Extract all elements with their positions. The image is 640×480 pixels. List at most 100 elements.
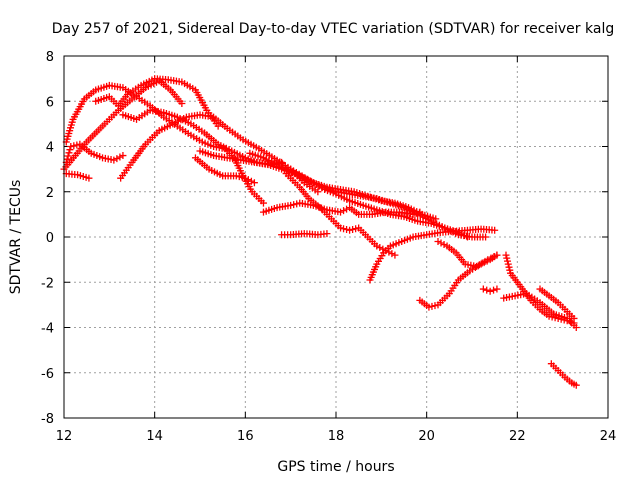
data-point	[379, 245, 387, 253]
data-point	[502, 251, 510, 259]
data-point	[70, 142, 78, 150]
series-arc-u	[536, 285, 578, 322]
data-point	[73, 141, 81, 149]
data-point	[65, 149, 73, 157]
data-point	[376, 244, 384, 252]
data-point	[67, 143, 75, 150]
data-point	[503, 254, 511, 262]
data-point	[570, 314, 578, 322]
data-point	[567, 318, 575, 326]
series-arc-e	[92, 75, 222, 130]
data-point	[247, 177, 255, 185]
data-point	[572, 324, 580, 331]
data-point	[323, 230, 331, 238]
series-arc-l	[282, 170, 399, 259]
series-arc-v	[547, 360, 580, 389]
data-point	[116, 153, 124, 161]
data-point	[431, 302, 439, 310]
x-tick-label: 22	[509, 429, 526, 444]
x-tick-label: 24	[600, 429, 617, 444]
data-point	[279, 164, 287, 172]
data-point	[287, 201, 295, 209]
data-point	[85, 174, 93, 182]
y-tick-label: 0	[46, 231, 54, 246]
data-point	[493, 251, 501, 259]
series-arc-q	[416, 251, 501, 311]
x-tick-label: 14	[146, 429, 163, 444]
data-points	[60, 75, 580, 389]
data-point	[340, 225, 348, 233]
data-point	[110, 156, 118, 164]
y-tick-label: 4	[46, 141, 54, 156]
data-point	[259, 199, 267, 207]
data-point	[273, 161, 281, 169]
data-point	[491, 226, 499, 234]
data-point	[548, 313, 556, 321]
data-point	[119, 152, 127, 160]
y-axis-label: SDTVAR / TECUs	[8, 180, 24, 295]
series-arc-o	[366, 225, 499, 284]
chart-title: Day 257 of 2021, Sidereal Day-to-day VTE…	[52, 21, 614, 37]
x-tick-labels: 12 14 16 18 20 22 24	[56, 429, 617, 444]
data-point	[428, 302, 436, 310]
series-arc-g	[117, 111, 322, 196]
data-point	[178, 100, 186, 108]
data-point	[337, 224, 345, 232]
data-point	[232, 172, 240, 180]
x-tick-label: 12	[56, 429, 73, 444]
series-arc-c	[62, 140, 127, 166]
data-point	[276, 162, 284, 170]
x-tick-label: 18	[328, 429, 345, 444]
series-arc-h	[191, 154, 258, 187]
data-point	[572, 381, 580, 389]
data-point	[349, 225, 357, 233]
y-tick-label: -6	[41, 367, 54, 382]
data-point	[490, 286, 498, 294]
data-point	[506, 266, 514, 274]
y-tick-label: 6	[46, 95, 54, 110]
data-point	[482, 233, 490, 241]
data-point	[337, 208, 345, 216]
series-arc-m	[287, 165, 471, 241]
data-point	[504, 260, 512, 268]
data-point	[504, 257, 512, 265]
data-point	[483, 257, 491, 265]
grid	[64, 56, 608, 418]
y-tick-label: -8	[41, 412, 54, 427]
data-point	[235, 173, 243, 181]
series-arc-a	[62, 81, 267, 207]
data-point	[352, 225, 360, 233]
data-point	[66, 146, 74, 154]
data-point	[463, 233, 471, 241]
data-point	[388, 250, 396, 258]
y-tick-label: -2	[41, 276, 54, 291]
plot-frame	[63, 55, 609, 419]
y-tick-label: 2	[46, 186, 54, 201]
data-point	[409, 210, 417, 218]
y-tick-label: -4	[41, 322, 54, 337]
data-point	[545, 312, 553, 320]
data-point	[250, 179, 258, 187]
data-point	[437, 239, 445, 247]
data-point	[479, 285, 487, 293]
data-point	[314, 188, 322, 196]
data-point	[477, 260, 485, 268]
data-point	[64, 152, 72, 160]
x-axis-label: GPS time / hours	[277, 459, 394, 475]
data-point	[483, 286, 491, 294]
x-tick-label: 16	[237, 429, 254, 444]
data-point	[244, 176, 252, 184]
x-tick-label: 20	[418, 429, 435, 444]
series-arc-n	[278, 230, 331, 239]
data-point	[432, 215, 440, 223]
series-arc-d	[62, 170, 93, 182]
data-point	[241, 174, 249, 182]
data-point	[391, 251, 399, 259]
data-point	[440, 241, 448, 249]
data-point	[416, 208, 424, 216]
data-point	[340, 207, 348, 215]
series-arc-t	[500, 290, 580, 331]
data-point	[425, 303, 433, 311]
series-arc-r	[479, 285, 501, 295]
